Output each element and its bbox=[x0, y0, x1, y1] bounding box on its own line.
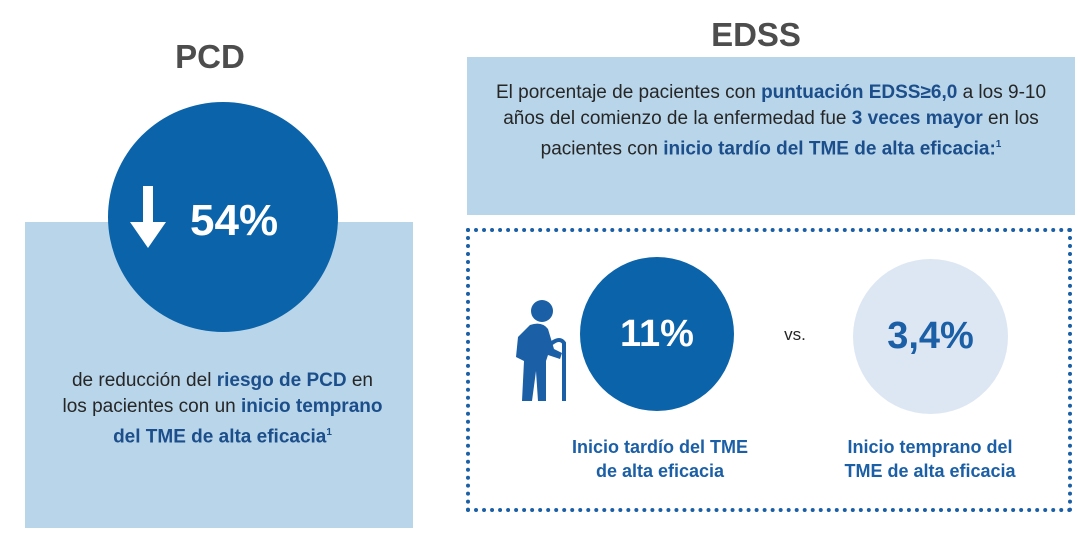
pcd-description: de reducción del riesgo de PCD en los pa… bbox=[62, 370, 383, 448]
edss-summary: El porcentaje de pacientes con puntuació… bbox=[495, 82, 1047, 160]
pcd-percent: 54% bbox=[190, 196, 279, 245]
vs-label: vs. bbox=[784, 325, 806, 344]
late-start-circle: 11% bbox=[580, 257, 734, 411]
arrow-down-icon bbox=[130, 186, 166, 248]
edss-summary-box bbox=[467, 57, 1075, 215]
elderly-person-icon bbox=[516, 300, 566, 401]
early-start-value: 3,4% bbox=[887, 315, 974, 357]
early-start-caption: Inicio temprano del TME de alta eficacia bbox=[844, 437, 1016, 481]
edss-comparison-frame bbox=[466, 228, 1072, 512]
edss-title: EDSS bbox=[711, 16, 801, 53]
pcd-title: PCD bbox=[175, 38, 245, 75]
late-start-caption: Inicio tardío del TME de alta eficacia bbox=[571, 437, 748, 481]
late-start-value: 11% bbox=[620, 312, 694, 355]
early-start-circle: 3,4% bbox=[853, 259, 1008, 414]
